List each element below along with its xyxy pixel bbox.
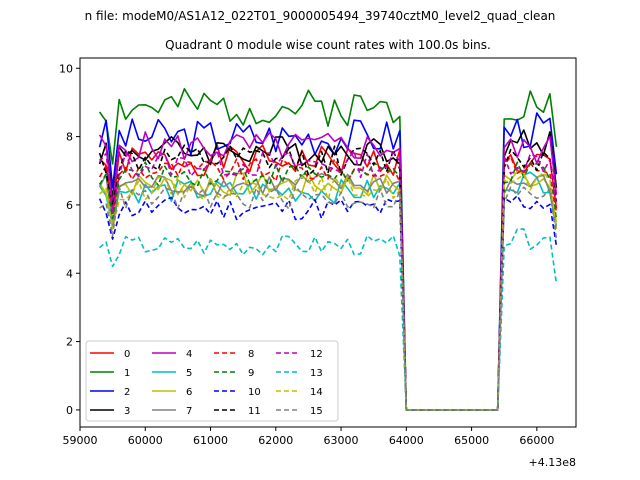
legend-label-6: 6 bbox=[186, 387, 192, 398]
legend-label-10: 10 bbox=[248, 387, 261, 398]
legend-label-8: 8 bbox=[248, 349, 254, 360]
legend-label-15: 15 bbox=[310, 406, 323, 417]
x-tick-label: 60000 bbox=[128, 434, 163, 447]
y-tick-label: 6 bbox=[66, 199, 73, 212]
legend-label-9: 9 bbox=[248, 368, 254, 379]
x-tick-label: 63000 bbox=[324, 434, 359, 447]
legend-label-12: 12 bbox=[310, 349, 323, 360]
x-tick-label: 59000 bbox=[63, 434, 98, 447]
legend-label-13: 13 bbox=[310, 368, 323, 379]
x-tick-label: 62000 bbox=[258, 434, 293, 447]
x-tick-label: 61000 bbox=[193, 434, 228, 447]
legend-label-1: 1 bbox=[124, 368, 130, 379]
legend-label-7: 7 bbox=[186, 406, 192, 417]
y-tick-label: 8 bbox=[66, 131, 73, 144]
y-tick-label: 4 bbox=[66, 267, 73, 280]
legend-label-3: 3 bbox=[124, 406, 130, 417]
chart-title: Quadrant 0 module wise count rates with … bbox=[165, 38, 491, 52]
plot-frame bbox=[79, 57, 577, 428]
legend-label-5: 5 bbox=[186, 368, 192, 379]
y-tick-label: 2 bbox=[66, 336, 73, 349]
y-tick-label: 10 bbox=[59, 62, 73, 75]
legend-label-0: 0 bbox=[124, 349, 130, 360]
legend-box bbox=[85, 340, 339, 422]
series-line-8 bbox=[98, 156, 558, 411]
plot-lines bbox=[98, 88, 558, 411]
legend-label-14: 14 bbox=[310, 387, 323, 398]
legend-label-11: 11 bbox=[248, 406, 261, 417]
series-line-15 bbox=[99, 185, 558, 411]
legend-label-2: 2 bbox=[124, 387, 130, 398]
x-tick-label: 66000 bbox=[519, 434, 554, 447]
figure-suptitle: n file: modeM0/AS1A12_022T01_9000005494_… bbox=[85, 9, 556, 23]
x-tick-label: 65000 bbox=[454, 434, 489, 447]
legend-label-4: 4 bbox=[186, 349, 192, 360]
axes: 59000 60000 61000 62000 63000 64000 65000 66000… bbox=[59, 62, 554, 447]
x-tick-label: 64000 bbox=[389, 434, 424, 447]
x-offset-label: +4.13e8 bbox=[529, 456, 576, 469]
y-tick-label: 0 bbox=[66, 404, 73, 417]
